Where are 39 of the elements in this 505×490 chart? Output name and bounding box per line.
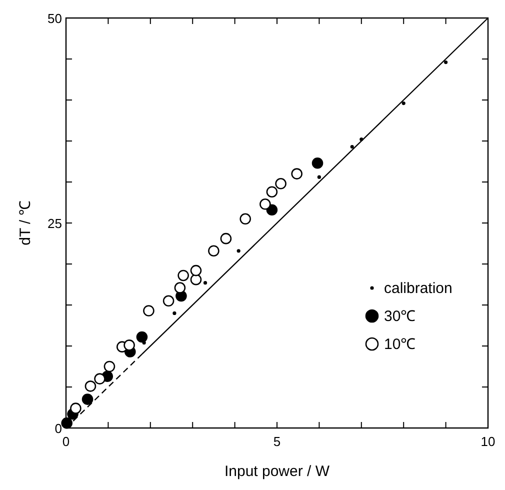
point — [82, 394, 94, 405]
point — [236, 249, 240, 253]
point — [291, 168, 302, 180]
point — [350, 144, 354, 149]
point — [143, 305, 154, 316]
point — [190, 264, 202, 276]
point — [178, 270, 189, 282]
point — [172, 311, 176, 315]
point — [208, 245, 220, 257]
point — [240, 213, 251, 225]
point — [203, 281, 208, 285]
point — [162, 295, 174, 307]
point — [266, 186, 278, 198]
point — [260, 198, 271, 210]
legend-label: 10℃ — [384, 336, 416, 353]
point — [190, 274, 202, 286]
x-tick-label: 5 — [273, 434, 281, 449]
point — [104, 360, 116, 372]
legend-label: 30℃ — [384, 308, 416, 325]
point — [317, 175, 321, 179]
point — [94, 373, 106, 384]
x-axis-title: Input power / W — [224, 463, 330, 480]
y-tick-label: 50 — [48, 11, 62, 26]
x-tick-label: 10 — [480, 434, 496, 449]
y-tick-label: 0 — [54, 421, 62, 436]
legend-label: calibration — [384, 280, 452, 297]
point — [174, 282, 186, 294]
point — [124, 340, 135, 351]
point — [136, 331, 148, 343]
point — [402, 101, 406, 106]
point — [275, 178, 286, 190]
y-axis-title: dT / ℃ — [17, 200, 34, 246]
point — [444, 60, 448, 64]
point — [70, 402, 82, 414]
point — [61, 417, 72, 429]
y-tick-label: 25 — [48, 216, 62, 231]
point — [84, 380, 96, 392]
point — [312, 157, 324, 169]
point — [220, 232, 232, 244]
